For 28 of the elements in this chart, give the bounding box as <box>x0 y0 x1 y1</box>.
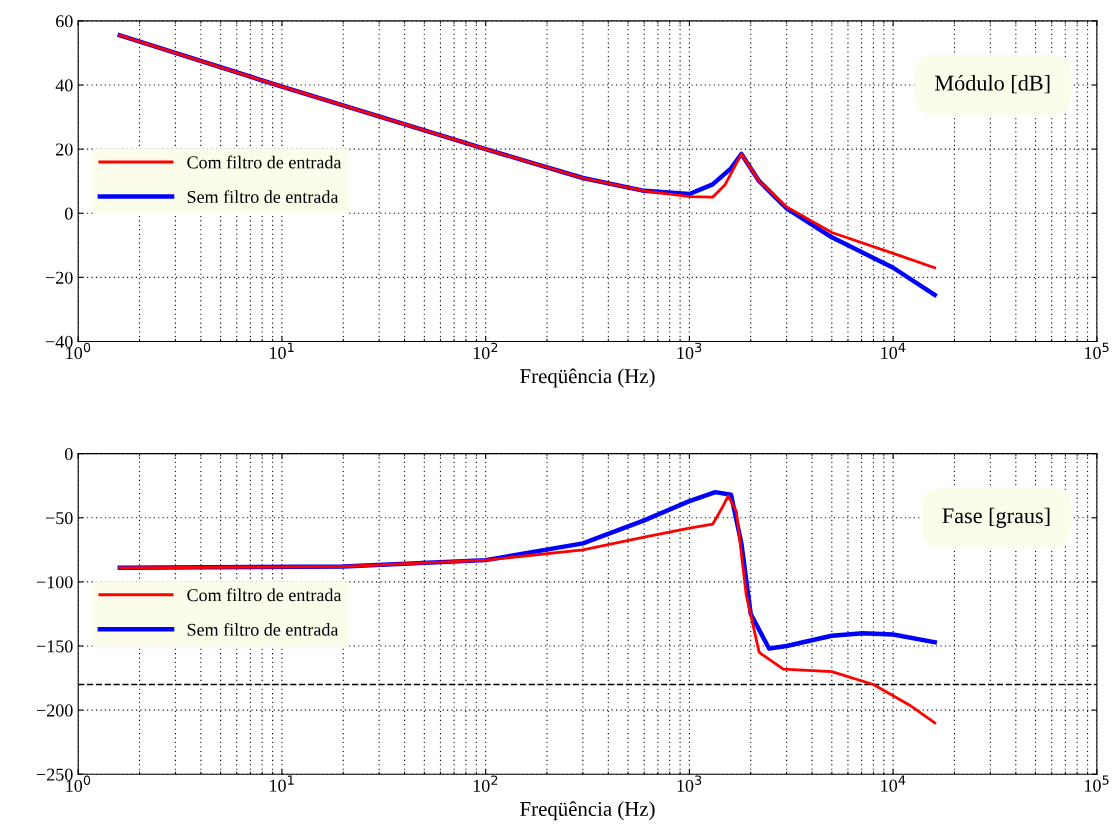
y-tick-label: −50 <box>45 512 73 525</box>
x-axis-title: Freqüência (Hz) <box>520 368 655 388</box>
x-tick-label: 10$^{3}$ <box>677 342 702 360</box>
y-tick-label: 0 <box>64 207 73 220</box>
legend-label: Sem filtro de entrada <box>187 622 339 636</box>
y-tick-label: −200 <box>36 704 73 717</box>
legend-label: Sem filtro de entrada <box>187 190 339 204</box>
y-tick-label: −20 <box>45 271 73 284</box>
annotation: Fase [graus] <box>942 507 1050 528</box>
x-tick-label: 10$^{5}$ <box>1085 342 1109 359</box>
x-tick-label: 10$^{4}$ <box>881 342 906 359</box>
x-tick-label: 10$^{1}$ <box>270 342 294 359</box>
x-tick-label: 10$^{4}$ <box>881 775 906 792</box>
x-axis-title: Freqüência (Hz) <box>520 801 655 821</box>
x-tick-label: 10$^{2}$ <box>473 775 498 792</box>
x-tick-label: 10$^{1}$ <box>270 775 294 792</box>
x-tick-label: 10$^{5}$ <box>1085 775 1109 792</box>
x-tick-label: 10$^{3}$ <box>677 775 702 792</box>
legend-label: Com filtro de entrada <box>187 155 342 169</box>
y-tick-label: 60 <box>56 15 73 28</box>
y-tick-label: 40 <box>55 79 73 92</box>
y-tick-label: −100 <box>36 576 73 589</box>
y-tick-label: −150 <box>36 640 73 653</box>
annotation: Módulo [dB] <box>935 74 1050 94</box>
legend-label: Com filtro de entrada <box>187 588 342 602</box>
y-tick-label: 0 <box>64 447 73 461</box>
y-tick-label: 20 <box>56 143 73 156</box>
x-tick-label: 10$^{2}$ <box>473 342 498 360</box>
